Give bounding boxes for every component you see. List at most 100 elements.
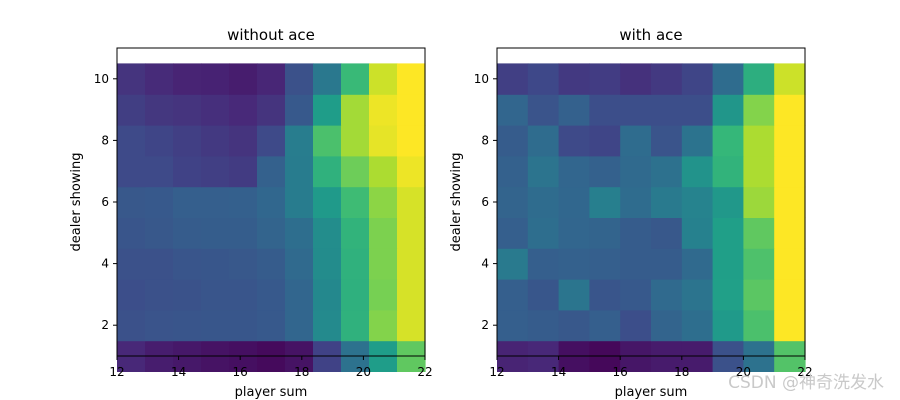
heatmap-cell xyxy=(173,279,202,311)
heatmap-cell xyxy=(285,248,314,280)
heatmap-cell xyxy=(173,186,202,218)
heatmap-cell xyxy=(201,155,230,188)
heatmap-cell xyxy=(117,125,146,157)
heatmap-cell xyxy=(341,279,370,311)
x-axis-ticks: 12 14 16 18 20 22 xyxy=(109,356,433,379)
y-axis-label: dealer showing xyxy=(69,152,84,251)
y-axis-label: dealer showing xyxy=(449,152,464,251)
heatmap-cell xyxy=(229,155,258,188)
heatmap-cell xyxy=(651,94,683,126)
heatmap-cell xyxy=(743,248,775,280)
x-tick-label: 14 xyxy=(171,365,186,379)
heatmap-cell xyxy=(558,279,590,311)
heatmap-cell xyxy=(285,186,314,218)
heatmap-cell xyxy=(397,155,426,188)
heatmap-cell xyxy=(774,248,806,280)
heatmap-cell xyxy=(313,248,342,280)
heatmap-cell xyxy=(201,279,230,311)
heatmap-cell xyxy=(589,217,621,249)
x-tick-label: 16 xyxy=(233,365,248,379)
heatmap-cell xyxy=(201,94,230,126)
heatmap-cell xyxy=(558,309,590,342)
heatmap-cells xyxy=(117,63,426,372)
heatmap-cell xyxy=(341,63,370,95)
heatmap-cell xyxy=(201,125,230,157)
heatmap-cell xyxy=(527,94,560,126)
heatmap-cell xyxy=(397,186,426,218)
heatmap-cell xyxy=(681,125,714,157)
heatmap-cell xyxy=(774,94,806,126)
x-axis-label: player sum xyxy=(235,385,308,400)
heatmap-cell xyxy=(681,155,714,188)
chart-title: without ace xyxy=(227,26,315,44)
heatmap-cell xyxy=(117,248,146,280)
watermark: CSDN @神奇洗发水 xyxy=(728,373,884,393)
heatmap-cell xyxy=(173,248,202,280)
heatmap-cell xyxy=(589,94,621,126)
heatmap-cell xyxy=(712,217,744,249)
y-tick-label: 6 xyxy=(101,195,109,209)
heatmap-cell xyxy=(620,309,652,342)
x-tick-label: 20 xyxy=(736,365,751,379)
y-tick-label: 8 xyxy=(481,133,489,147)
heatmap-cell xyxy=(313,63,342,95)
heatmap-cell xyxy=(620,279,652,311)
heatmap-cell xyxy=(369,125,398,157)
heatmap-cell xyxy=(712,248,744,280)
heatmap-cell xyxy=(201,248,230,280)
x-tick-label: 22 xyxy=(797,365,812,379)
heatmap-cell xyxy=(173,125,202,157)
heatmap-cell xyxy=(201,217,230,249)
heatmap-cell xyxy=(117,309,146,342)
heatmap-cell xyxy=(589,125,621,157)
heatmap-cell xyxy=(117,63,146,95)
heatmap-cell xyxy=(774,217,806,249)
heatmap-cell xyxy=(341,186,370,218)
heatmap-cell xyxy=(743,186,775,218)
heatmap-cell xyxy=(497,248,529,280)
heatmap-cell xyxy=(229,94,258,126)
heatmap-cell xyxy=(313,309,342,342)
heatmap-cell xyxy=(285,63,314,95)
heatmap-cell xyxy=(620,248,652,280)
heatmap-cell xyxy=(341,217,370,249)
y-tick-label: 2 xyxy=(101,318,109,332)
heatmap-cell xyxy=(774,279,806,311)
heatmap-cell xyxy=(145,63,174,95)
heatmap-cell xyxy=(145,186,174,218)
heatmap-cell xyxy=(397,248,426,280)
heatmap-cell xyxy=(313,217,342,249)
heatmap-cell xyxy=(651,186,683,218)
heatmap-cell xyxy=(558,155,590,188)
heatmap-cell xyxy=(313,279,342,311)
heatmap-cell xyxy=(397,63,426,95)
heatmap-cell xyxy=(527,279,560,311)
y-tick-label: 8 xyxy=(101,133,109,147)
heatmap-cell xyxy=(620,217,652,249)
heatmap-cell xyxy=(257,94,286,126)
y-axis-ticks: 2 4 6 8 10 xyxy=(474,72,497,332)
heatmap-cell xyxy=(681,94,714,126)
heatmap-cell xyxy=(497,279,529,311)
heatmap-cell xyxy=(341,309,370,342)
heatmap-cell xyxy=(558,217,590,249)
heatmap-cell xyxy=(397,309,426,342)
heatmap-cell xyxy=(712,279,744,311)
heatmap-cell xyxy=(285,155,314,188)
heatmap-cell xyxy=(681,248,714,280)
heatmap-cell xyxy=(497,125,529,157)
heatmap-cell xyxy=(313,155,342,188)
heatmap-cell xyxy=(285,94,314,126)
heatmap-cell xyxy=(257,217,286,249)
heatmap-cell xyxy=(774,309,806,342)
x-tick-label: 14 xyxy=(551,365,566,379)
heatmap-cell xyxy=(527,248,560,280)
y-tick-label: 4 xyxy=(101,257,109,271)
heatmap-cells xyxy=(497,63,806,372)
x-tick-label: 22 xyxy=(417,365,432,379)
heatmap-cell xyxy=(589,309,621,342)
heatmap-cell xyxy=(369,155,398,188)
heatmap-cell xyxy=(145,155,174,188)
heatmap-cell xyxy=(145,248,174,280)
